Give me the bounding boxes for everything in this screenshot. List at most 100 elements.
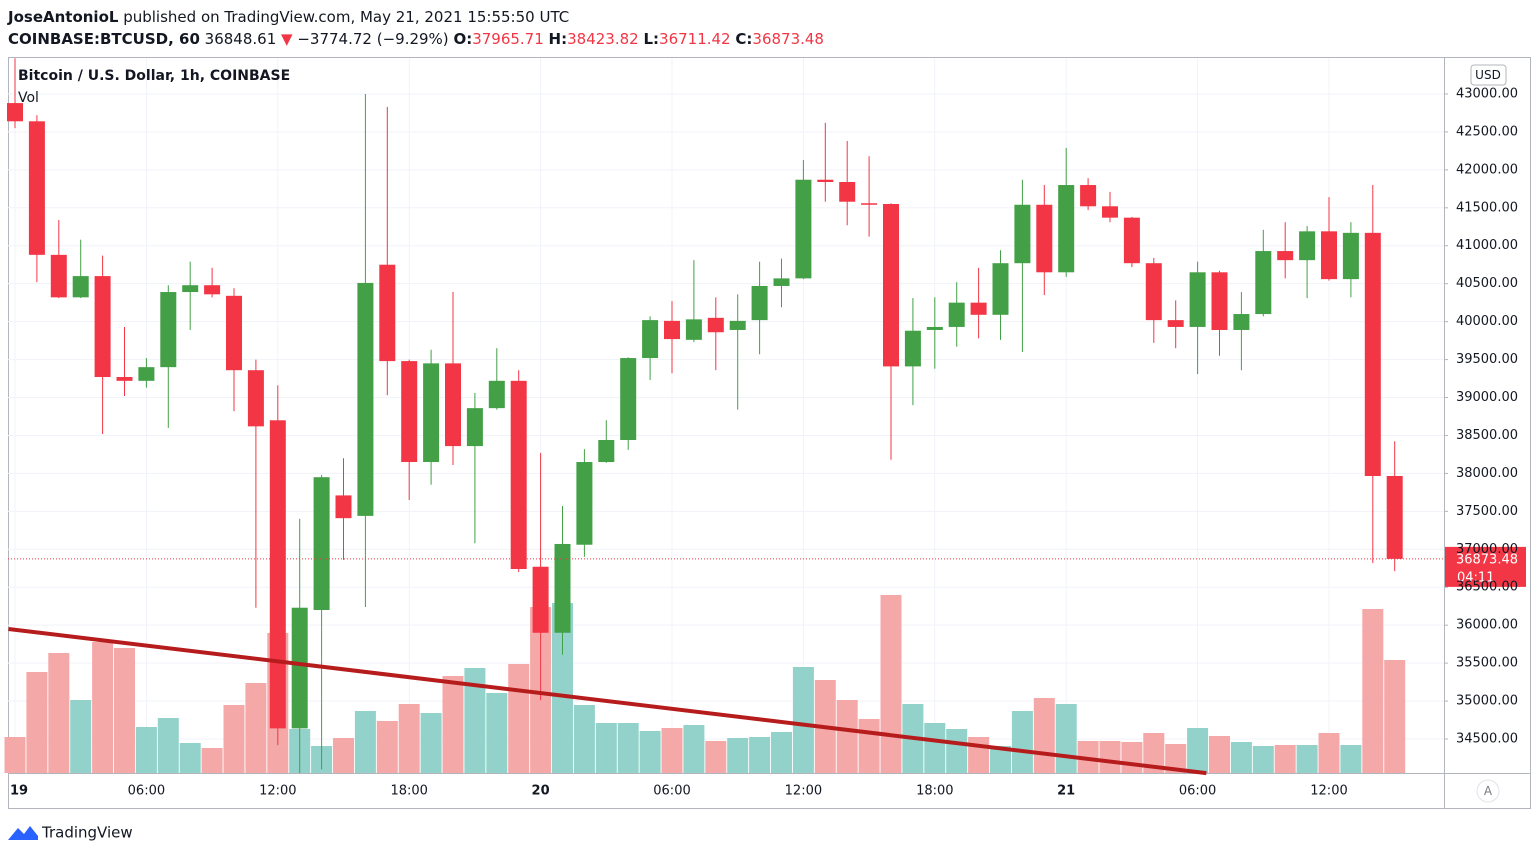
candle-body [226,295,242,371]
volume-bar [617,723,639,773]
volume-bar [1121,742,1143,773]
volume-bar [1296,745,1318,773]
candle-body [598,440,615,463]
candle-body [532,566,549,633]
candle-body [707,317,724,333]
candle-body [1321,231,1337,280]
candle-body [313,477,330,610]
y-tick-label: 43000.00 [1456,86,1518,101]
price: 36848.61 [204,30,277,48]
c-label: C: [735,30,753,48]
volume-bar [1252,746,1274,773]
volume-bar [1384,660,1406,773]
x-tick-label: 18:00 [916,784,953,799]
candle-body [948,302,965,327]
candle-body [817,179,834,182]
candle-body [642,320,659,359]
candle-body [1299,231,1316,261]
brand: TradingView [41,824,133,842]
candle-body [50,254,67,298]
y-tick-label: 39000.00 [1456,390,1518,405]
candle-body [28,121,45,255]
quote-line: COINBASE:BTCUSD, 60 36848.61 ▼ −3774.72 … [8,28,824,50]
volume-bar [179,743,201,773]
y-tick-label: 36000.00 [1456,618,1518,633]
published: published on TradingView.com, May 21, 20… [123,8,570,26]
y-tick-label: 35500.00 [1456,656,1518,671]
candle-body [116,377,133,381]
volume-bar [245,683,267,773]
candle-body [904,330,921,367]
author: JoseAntonioL [8,8,119,26]
volume-bar [858,719,880,773]
y-tick-label: 42500.00 [1456,124,1518,139]
candle-body [926,326,943,330]
candle-body [1386,476,1403,559]
volume-bar [26,672,48,773]
candle-body [620,358,637,441]
candle-body [510,380,527,570]
candle-body [1364,232,1381,477]
candle-body [182,285,199,293]
candle-body [664,320,680,340]
volume-bar [1209,736,1230,773]
volume-bar [639,731,661,773]
candle-body [269,420,286,729]
candle-body [94,276,111,378]
volume-bar [683,725,705,773]
candle-body [466,408,483,447]
candle-body [204,285,221,295]
candle-body [1080,185,1097,207]
volume-bar [201,748,223,773]
candle-body [1255,251,1272,315]
volume-bar [1011,711,1033,773]
volume-bar [1318,733,1340,773]
trendline [8,626,1207,776]
volume-bar [1099,741,1121,773]
candle-body [357,282,374,516]
volume-bar [1187,728,1209,773]
last-price-box [1445,546,1526,587]
volume-bar [1362,609,1384,773]
candle-body [423,363,440,463]
candle-body [554,543,571,633]
candle-body [1058,185,1075,273]
high: 38423.82 [567,30,639,48]
y-tick-label: 38500.00 [1456,428,1518,443]
h-label: H: [548,30,568,48]
volume-bar [1055,704,1077,773]
candle-body [729,320,746,330]
volume-bar [486,693,508,773]
x-tick-label: 12:00 [785,784,822,799]
x-tick-label: 21 [1057,784,1075,799]
volume-bar [771,732,792,773]
currency-box[interactable] [1470,64,1507,86]
candle-body [1123,217,1140,264]
candle-body [861,203,878,205]
o-label: O: [453,30,473,48]
candle-body [1102,206,1118,218]
change-arrow: ▼ [281,30,293,48]
volume-bar [792,667,814,773]
volume-bar [333,738,354,773]
change: −3774.72 (−9.29%) [297,30,449,48]
close: 36873.48 [752,30,824,48]
volume-bar [1274,745,1296,773]
logo-icon [8,826,38,840]
volume-bar [157,718,179,773]
volume-bar [924,723,946,773]
candle-body [751,285,768,321]
tradingview-logo: TradingView [8,824,133,842]
y-tick-label: 41000.00 [1456,238,1518,253]
auto-scale-label: A [1484,784,1493,798]
auto-scale-button[interactable] [1476,779,1500,803]
header: JoseAntonioL published on TradingView.co… [8,6,824,50]
volume-bar [595,723,617,773]
volume-bar [968,737,990,773]
volume-bar [1230,742,1252,773]
candle-body [1036,204,1053,273]
last-price-label: 36873.48 [1456,552,1518,567]
chart-frame [8,57,1531,809]
candle-body [685,319,702,340]
x-tick-label: 19 [10,784,28,799]
